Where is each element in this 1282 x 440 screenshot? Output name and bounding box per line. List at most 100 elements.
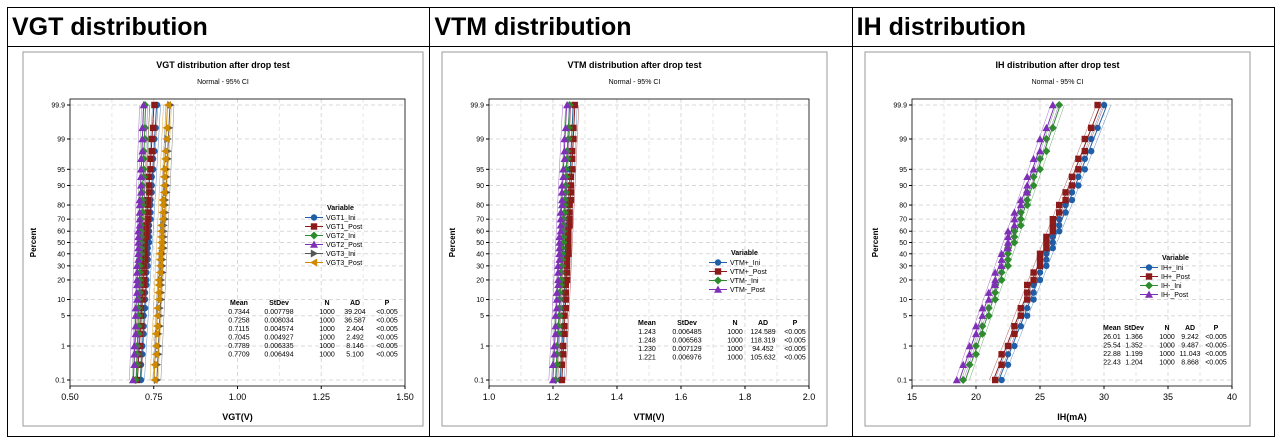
ci-lower-line [129, 105, 140, 381]
data-point [134, 227, 143, 235]
x-tick-label: 0.75 [145, 392, 163, 402]
x-tick-label: 30 [1099, 392, 1109, 402]
stats-cell: 0.007129 [673, 346, 702, 353]
y-tick-label: 80 [477, 203, 485, 210]
data-point [1048, 124, 1057, 133]
data-point [159, 181, 167, 190]
data-point [154, 288, 162, 297]
data-point [1062, 189, 1069, 196]
legend: Variable VGT1_Ini VGT1_Post VGT2_Ini VGT2_Po… [305, 205, 362, 267]
y-tick-label: 70 [57, 217, 65, 224]
legend-marker [310, 258, 318, 267]
legend-label: IH+_Post [1161, 274, 1190, 281]
data-point [130, 350, 139, 358]
stats-cell: 0.008034 [264, 318, 293, 325]
y-tick-label: 40 [57, 252, 65, 259]
chart-subtitle: Normal - 95% CI [197, 79, 249, 86]
data-point [1081, 136, 1088, 143]
data-point [133, 262, 141, 270]
legend-label: VTM+_Ini [730, 260, 761, 267]
legend-marker [715, 268, 722, 275]
data-point [1062, 209, 1069, 216]
data-point [133, 295, 141, 303]
x-tick-label: 1.8 [739, 392, 752, 402]
data-point [562, 296, 570, 303]
data-point [562, 124, 571, 132]
data-point [1030, 296, 1037, 303]
stats-cell: 1000 [319, 352, 335, 359]
stats-cell: <0.005 [1205, 334, 1227, 341]
data-point [144, 202, 151, 209]
data-point [1049, 239, 1056, 246]
data-point [140, 262, 147, 270]
data-point [990, 281, 999, 289]
stats-cell: 2.404 [346, 326, 364, 333]
data-point [551, 311, 560, 320]
stats-cell: 1.221 [639, 355, 657, 362]
data-point [559, 361, 566, 369]
stats-cell: 1000 [319, 318, 335, 325]
data-point [568, 182, 575, 189]
data-point [1022, 181, 1031, 189]
stats-cell: 0.006494 [264, 352, 293, 359]
data-point [130, 361, 139, 369]
data-point [562, 188, 571, 197]
stats-cell: 0.7045 [228, 335, 250, 342]
data-point [571, 102, 579, 109]
data-point [131, 322, 140, 330]
stats-cell: 36.587 [344, 318, 366, 325]
y-tick-label: 40 [477, 252, 485, 259]
y-tick-label: 10 [57, 297, 65, 304]
data-point [1035, 147, 1044, 155]
data-point [158, 208, 166, 217]
ci-upper-line [137, 105, 148, 381]
ci-lower-line [149, 105, 164, 381]
stats-cell: 1000 [319, 326, 335, 333]
y-tick-label: 99.9 [51, 103, 65, 110]
stats-header: N [733, 320, 738, 327]
chart-title: VGT distribution after drop test [156, 60, 290, 70]
data-point [1003, 244, 1012, 252]
data-point [1042, 239, 1050, 246]
data-point [162, 124, 170, 133]
data-point [978, 311, 987, 320]
legend: Variable IH+_Ini IH+_Post IH-_Ini IH-_Post [1139, 255, 1190, 299]
data-point [154, 295, 162, 304]
data-point [143, 233, 150, 241]
y-tick-label: 5 [903, 313, 907, 320]
stats-cell: <0.005 [785, 346, 807, 353]
data-point [141, 245, 149, 252]
legend-label: VTM-_Post [730, 287, 765, 294]
stats-header: StDev [677, 320, 697, 327]
stats-cell: 1000 [319, 309, 335, 316]
data-point [997, 250, 1006, 258]
stats-cell: 1000 [728, 338, 744, 345]
y-tick-label: 10 [477, 297, 485, 304]
data-point [564, 262, 571, 270]
data-point [997, 268, 1006, 277]
stats-cell: <0.005 [785, 329, 807, 336]
data-point [1042, 233, 1050, 241]
grid-lines [489, 99, 810, 387]
data-point [145, 173, 153, 181]
stats-cell: 11.043 [1179, 351, 1200, 358]
header-vgt: VGT distribution [6, 6, 431, 48]
stats-cell: 8.146 [346, 343, 364, 350]
data-point [560, 135, 569, 143]
data-point [557, 227, 566, 235]
data-point [555, 233, 564, 241]
y-tick-label: 80 [57, 203, 65, 210]
data-point [159, 188, 167, 197]
data-point [135, 276, 144, 285]
series-layer [548, 101, 580, 385]
y-tick-label: 10 [899, 297, 907, 304]
data-point [971, 350, 980, 359]
stats-header: StDev [1124, 325, 1144, 332]
stats-cell: 1000 [1159, 343, 1175, 350]
data-point [1074, 166, 1082, 173]
y-tick-label: 30 [57, 264, 65, 271]
stats-cell: <0.005 [376, 343, 398, 350]
stats-cell: 22.43 [1103, 360, 1121, 367]
data-point [569, 155, 576, 163]
data-point [1016, 201, 1025, 209]
